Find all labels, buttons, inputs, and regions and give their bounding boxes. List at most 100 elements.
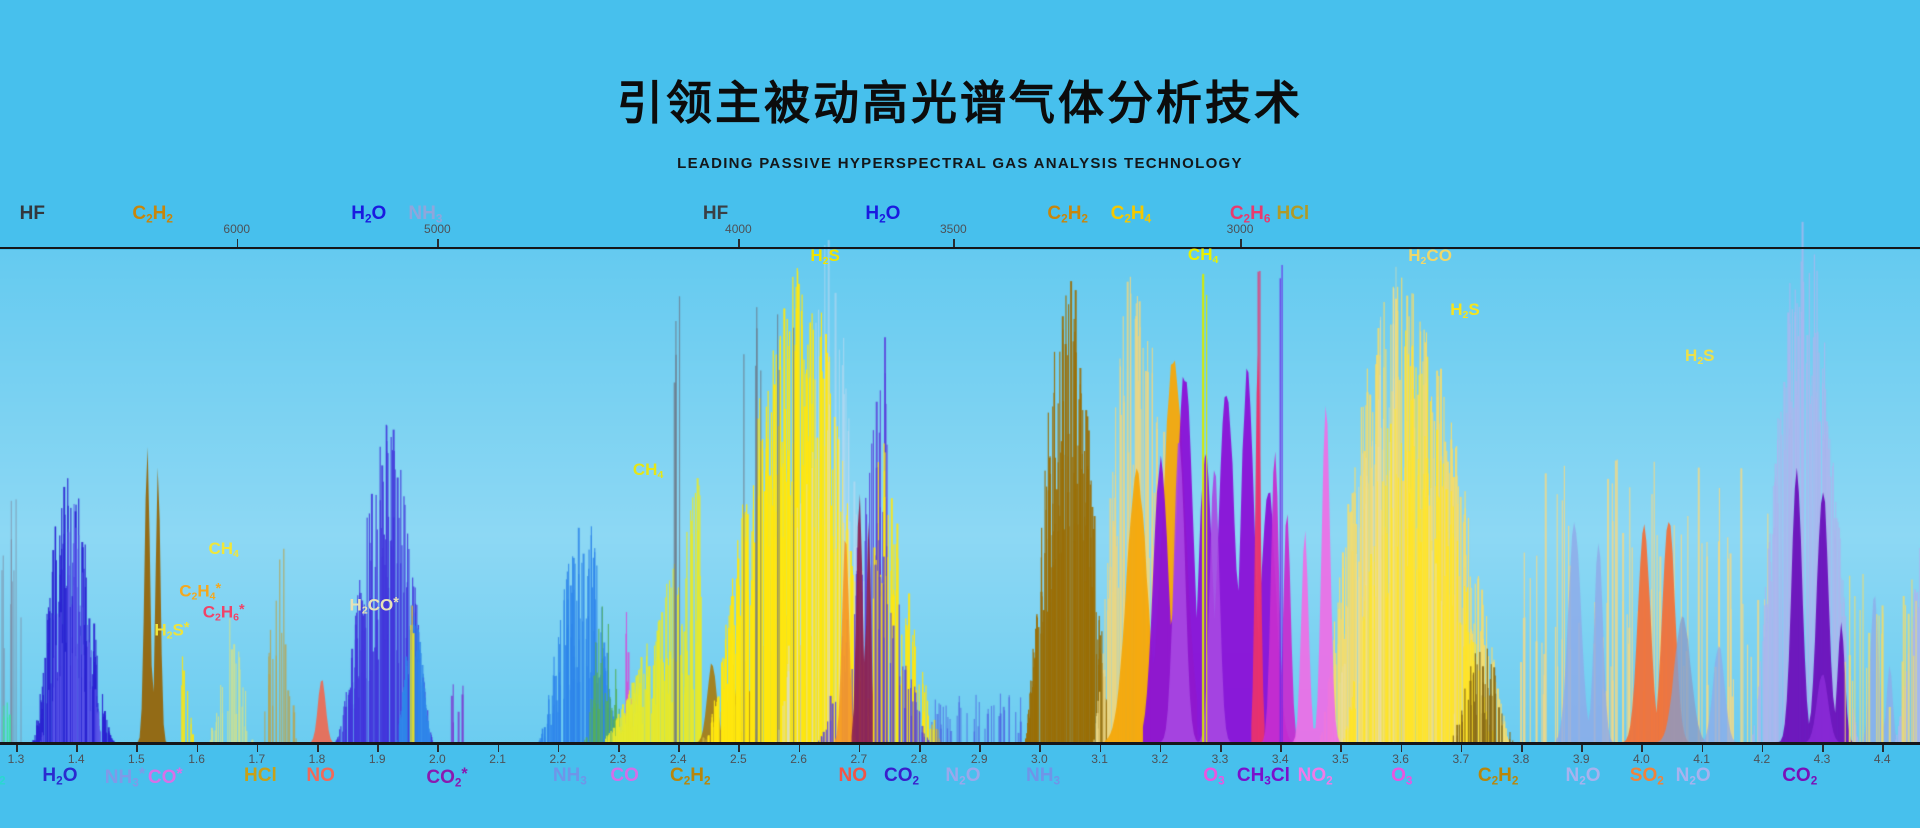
bottom-axis-tick-label: 4.2	[1753, 752, 1771, 766]
star-mark: *	[393, 595, 399, 611]
subscript: 2	[912, 774, 920, 788]
gas-label-no: NO	[838, 765, 868, 786]
bottom-axis-tick-label: 3.3	[1211, 752, 1229, 766]
bottom-tick-mark	[858, 745, 861, 752]
subscript: 2	[683, 774, 691, 788]
star-mark: *	[239, 602, 245, 618]
bottom-axis-tick-label: 2.1	[489, 752, 506, 766]
top-axis-tick-label: 5000	[424, 222, 451, 236]
bottom-axis-tick-label: 2.3	[609, 752, 627, 766]
bottom-tick-mark	[1039, 745, 1041, 752]
bottom-tick-mark	[1882, 745, 1884, 752]
star-mark: *	[176, 765, 183, 783]
subscript: 2	[1697, 354, 1704, 367]
plot-label-h2costar: H2CO*	[349, 595, 399, 617]
bottom-tick-mark	[1400, 745, 1403, 752]
subscript: 2	[1491, 774, 1499, 788]
star-mark: *	[461, 765, 468, 783]
top-axis-tick-label: 3500	[940, 222, 967, 236]
gas-label-c2h2: C2H2	[132, 203, 173, 226]
gas-label-o2: O2	[0, 765, 6, 787]
top-axis-line	[0, 247, 1920, 249]
bottom-tick-mark	[798, 745, 801, 752]
plot-label-h2sstar: H2S*	[154, 620, 190, 642]
plot-label-ch4: CH4	[1187, 245, 1219, 266]
bottom-axis-tick-label: 3.7	[1452, 752, 1470, 766]
page-title: 引领主被动高光谱气体分析技术	[617, 77, 1303, 129]
subscript: 3	[580, 774, 587, 788]
bottom-tick-mark	[1159, 745, 1162, 752]
subscript: 2	[454, 776, 462, 790]
subscript: 2	[1420, 254, 1427, 267]
gas-label-h2o: H2O	[351, 203, 387, 226]
gas-label-ch3cl: CH3Cl	[1236, 765, 1290, 788]
bottom-tick-mark	[317, 745, 319, 752]
subscript: 2	[822, 254, 829, 267]
bottom-tick-mark	[678, 745, 680, 752]
bottom-axis-tick-label: 3.0	[1031, 752, 1048, 766]
subscript: 2	[879, 212, 886, 226]
gas-label-hcl: HCl	[1276, 203, 1310, 224]
gas-label-co2star: CO2*	[426, 765, 468, 790]
plot-label-h2s: H2S	[1450, 300, 1480, 321]
bottom-tick-mark	[1701, 745, 1704, 752]
bottom-tick-mark	[256, 745, 259, 752]
plot-label-h2co: H2CO	[1408, 246, 1452, 267]
subscript: 3	[1405, 774, 1413, 788]
bottom-axis-tick-label: 1.7	[248, 752, 266, 766]
subscript: 2	[364, 212, 372, 226]
plot-label-ch4: CH4	[632, 460, 664, 481]
bottom-axis-tick-label: 3.4	[1271, 752, 1289, 766]
bottom-axis-tick-label: 2.5	[730, 752, 747, 766]
top-tick-mark	[236, 239, 239, 247]
plot-label-h2s: H2S	[1685, 346, 1715, 367]
subscript: 4	[233, 547, 239, 560]
subscript: 6	[1263, 212, 1271, 226]
gas-label-hf: HF	[702, 203, 729, 224]
subscript: 2	[1124, 212, 1131, 226]
subscript: 2	[1579, 774, 1586, 788]
gas-label-no2: NO2	[1297, 765, 1333, 788]
bottom-axis-tick-label: 1.4	[67, 752, 85, 766]
bottom-axis-tick-label: 2.2	[549, 752, 567, 766]
bottom-axis-tick-label: 1.8	[308, 752, 326, 766]
gas-label-nh3: NH3	[1025, 765, 1061, 788]
subscript: 3	[1264, 774, 1271, 788]
subscript: 2	[959, 774, 966, 788]
gas-label-n2o: N2O	[1565, 765, 1601, 788]
gas-label-no: NO	[306, 765, 335, 786]
subscript: 2	[191, 590, 198, 603]
bottom-tick-mark	[76, 745, 78, 752]
gas-label-hf: HF	[19, 203, 45, 224]
bottom-tick-mark	[738, 745, 740, 752]
bottom-axis-tick-label: 3.1	[1091, 752, 1108, 766]
bottom-tick-mark	[1220, 745, 1222, 752]
bottom-tick-mark	[1822, 745, 1824, 752]
gas-label-c2h2: C2H2	[669, 765, 711, 788]
bottom-tick-mark	[196, 745, 199, 752]
gas-label-costar: CO*	[147, 765, 183, 789]
bottom-axis-tick-label: 2.7	[850, 752, 868, 766]
top-axis-tick-label: 3000	[1226, 222, 1254, 236]
bottom-tick-mark	[1460, 745, 1463, 752]
bottom-axis-tick-label: 2.0	[429, 752, 446, 766]
subscript: 2	[56, 774, 63, 788]
bottom-axis-tick-label: 4.3	[1813, 752, 1831, 766]
bottom-axis-tick-label: 3.2	[1151, 752, 1169, 766]
subscript: 4	[209, 590, 216, 603]
subscript: 2	[1462, 308, 1469, 321]
gas-label-n2o: N2O	[1675, 765, 1711, 788]
subscript: 2	[166, 212, 173, 226]
subscript: 6	[233, 611, 240, 624]
gas-label-co2: CO2	[884, 765, 920, 788]
subscript: 2	[1061, 212, 1068, 226]
top-tick-mark	[953, 239, 955, 247]
subscript: 2	[0, 774, 6, 788]
subscript: 2	[703, 774, 711, 788]
bottom-axis-tick-label: 1.9	[368, 752, 386, 766]
subscript: 2	[1657, 774, 1664, 788]
top-axis-tick-label: 4000	[725, 222, 752, 236]
bottom-axis-tick-label: 4.4	[1873, 752, 1891, 766]
bottom-axis-tick-label: 1.5	[128, 752, 145, 766]
gas-label-co2: CO2	[1782, 765, 1818, 788]
